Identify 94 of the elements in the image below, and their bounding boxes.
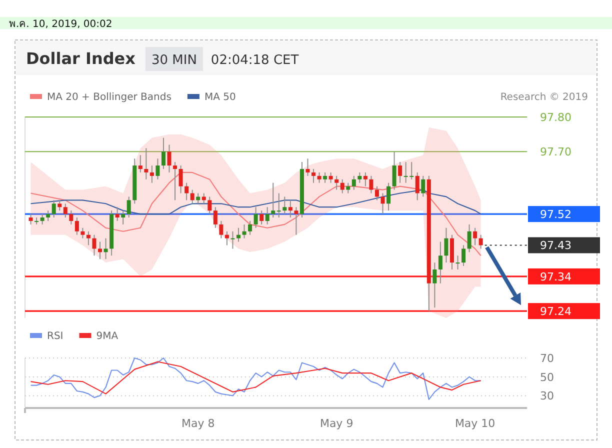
candlestick: [415, 172, 420, 201]
candlestick: [462, 244, 466, 267]
chart-subtitle: 30 MIN: [151, 53, 197, 68]
y-tick-label: 97.52: [540, 208, 572, 222]
candlestick: [358, 172, 362, 184]
y-tick-label: 97.80: [540, 111, 572, 124]
y-tick-label: 30: [540, 390, 554, 403]
candlestick: [421, 175, 426, 198]
y-tick-label: 97.70: [540, 146, 572, 159]
legend-label: 9MA: [96, 331, 118, 342]
candlestick: [92, 234, 96, 256]
text: Research © 2019: [500, 92, 588, 103]
candlestick: [392, 151, 396, 190]
legend-label: RSI: [47, 331, 64, 342]
candlestick: [248, 220, 252, 236]
candlestick: [167, 144, 172, 173]
candlestick: [63, 203, 68, 218]
candlestick: [467, 224, 472, 253]
candlestick: [294, 206, 298, 236]
candlestick: [380, 192, 385, 215]
candlestick: [28, 214, 33, 225]
candlestick: [438, 241, 442, 284]
candlestick: [98, 241, 102, 260]
candlestick: [328, 172, 333, 184]
candlestick: [52, 200, 56, 218]
candlestick: [363, 172, 368, 187]
line-series: [30, 361, 482, 394]
candlestick: [473, 227, 478, 246]
x-tick-label: May 8: [181, 417, 215, 430]
candlestick: [398, 162, 402, 184]
candlestick: [386, 182, 391, 212]
candlestick: [276, 192, 281, 218]
candlestick: [230, 230, 235, 250]
candlestick: [196, 192, 200, 204]
candlestick: [456, 255, 460, 270]
text: 02:04:18 CET: [210, 53, 299, 68]
candlestick: [213, 206, 218, 228]
candlestick: [74, 217, 79, 236]
candlestick: [161, 137, 166, 170]
candlestick: [242, 224, 246, 239]
candlestick: [369, 175, 374, 194]
candlestick: [323, 172, 328, 184]
candlestick: [317, 172, 322, 184]
candlestick: [173, 162, 178, 201]
candlestick: [374, 186, 379, 201]
y-tick-label: 70: [540, 352, 554, 365]
candlestick: [265, 206, 270, 225]
candlestick: [444, 227, 448, 264]
candlestick: [121, 210, 126, 225]
candlestick: [478, 234, 483, 250]
candlestick: [306, 158, 310, 176]
legend-label: MA 20 + Bollinger Bands: [47, 92, 172, 103]
candlestick: [202, 192, 206, 204]
candlestick: [432, 262, 437, 308]
candlestick: [312, 168, 316, 184]
y-tick-label: 97.24: [540, 305, 572, 318]
candlestick: [184, 182, 189, 201]
candlestick: [236, 227, 240, 242]
candlestick: [224, 230, 229, 246]
y-tick-label: 97.34: [540, 270, 572, 284]
candlestick: [340, 178, 344, 194]
candlestick: [69, 210, 74, 225]
candlestick: [178, 165, 183, 194]
candlestick: [219, 220, 224, 239]
candlestick: [150, 165, 154, 184]
x-tick-label: May 9: [320, 417, 354, 430]
candlestick: [208, 196, 212, 215]
candlestick: [254, 206, 258, 228]
candlestick: [46, 210, 50, 222]
candlestick: [138, 154, 142, 173]
candlestick: [126, 196, 131, 218]
candlestick: [104, 238, 108, 260]
candlestick: [156, 158, 160, 180]
candlestick: [40, 214, 44, 225]
candlestick: [86, 230, 90, 246]
candlestick: [115, 206, 120, 222]
text: พ.ค. 10, 2019, 00:02: [9, 19, 112, 30]
y-tick-label: 97.43: [540, 239, 572, 252]
candlestick: [346, 182, 350, 194]
candlestick: [260, 210, 264, 225]
candlestick: [271, 182, 276, 218]
candlestick: [80, 227, 85, 239]
line-series: [30, 357, 482, 400]
candlestick: [282, 196, 287, 215]
candlestick: [190, 189, 194, 204]
candlestick: [58, 200, 62, 212]
candlestick: [352, 175, 356, 190]
y-tick-label: 50: [540, 370, 554, 384]
x-tick-label: May 10: [454, 417, 496, 430]
candlestick: [288, 200, 292, 218]
legend-label: MA 50: [204, 92, 236, 103]
candlestick: [334, 175, 339, 190]
chart-title: Dollar Index: [26, 49, 136, 68]
candlestick: [144, 148, 148, 180]
